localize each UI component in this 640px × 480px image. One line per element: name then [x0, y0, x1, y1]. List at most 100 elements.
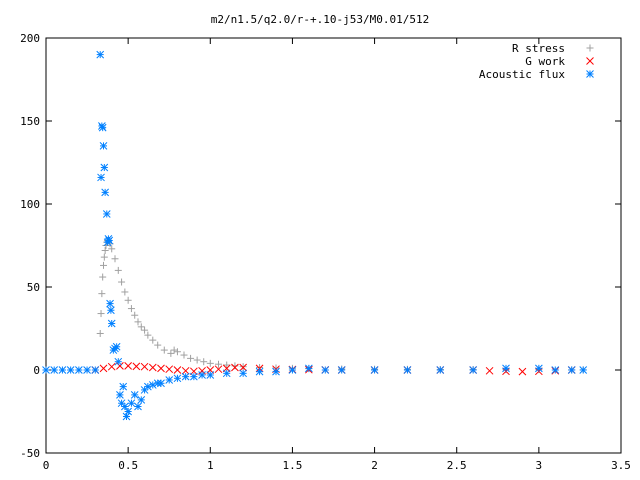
data-point [107, 306, 115, 315]
data-point [187, 354, 195, 362]
data-point [154, 341, 162, 349]
series-acoustic-flux [42, 50, 588, 421]
data-point [102, 210, 111, 218]
data-point [116, 391, 124, 399]
data-point [101, 188, 109, 197]
data-point [403, 366, 412, 374]
data-point [170, 346, 178, 354]
data-point [148, 381, 157, 389]
legend-marker-symbol [586, 44, 594, 52]
data-point [83, 366, 91, 374]
legend: R stress G work Acoustic flux [479, 42, 594, 81]
data-point [121, 402, 129, 411]
data-point [114, 357, 123, 366]
data-point [112, 342, 121, 351]
data-point [518, 367, 527, 376]
axes [45, 37, 622, 454]
data-point [134, 402, 142, 411]
data-point [288, 366, 297, 374]
legend-marker-g-work [586, 57, 594, 65]
data-point [239, 363, 247, 371]
data-point [255, 367, 264, 376]
data-point [157, 364, 165, 373]
x-tick-label: 3 [536, 459, 543, 472]
data-point [485, 366, 494, 375]
data-point [215, 360, 222, 368]
data-point [567, 366, 576, 374]
data-point [99, 273, 107, 281]
data-point [436, 366, 445, 374]
y-tick-label: 100 [20, 198, 40, 211]
data-point [96, 50, 105, 59]
data-point [239, 369, 247, 378]
data-marks [42, 50, 588, 421]
data-point [131, 311, 139, 319]
y-tick-label: 0 [33, 364, 40, 377]
data-point [206, 359, 214, 367]
data-point [75, 366, 83, 374]
series-r-stress [96, 237, 587, 374]
legend-marker-acoustic-flux [586, 70, 594, 78]
data-point [173, 366, 182, 374]
data-point [337, 366, 346, 374]
x-tick-label: 2.5 [447, 459, 467, 472]
x-tick-label: 0 [43, 459, 50, 472]
data-point [107, 319, 116, 328]
data-point [66, 366, 75, 374]
data-point [206, 371, 215, 379]
data-point [149, 336, 157, 344]
legend-marker-symbol [586, 70, 594, 78]
data-point [173, 374, 182, 383]
data-point [239, 363, 247, 372]
x-tick-label: 0.5 [118, 459, 138, 472]
data-point [119, 382, 128, 391]
data-point [222, 369, 231, 378]
y-tick-label: -50 [20, 447, 40, 460]
x-tick-label: 1 [207, 459, 214, 472]
data-point [42, 366, 50, 374]
data-point [101, 246, 109, 254]
data-point [180, 351, 188, 359]
data-point [58, 366, 67, 374]
data-point [96, 329, 104, 337]
data-point [231, 363, 239, 372]
data-point [469, 366, 477, 374]
legend-label-acoustic-flux: Acoustic flux [479, 68, 565, 81]
data-point [91, 366, 100, 374]
y-tick-label: 200 [20, 32, 40, 45]
x-tick-label: 1.5 [282, 459, 302, 472]
data-point [579, 366, 588, 374]
x-tick-label: 2 [371, 459, 378, 472]
data-point [193, 356, 201, 364]
data-point [127, 305, 135, 313]
data-point [305, 364, 313, 373]
data-point [98, 290, 106, 298]
data-point [140, 362, 149, 371]
data-point [100, 253, 108, 261]
data-point [130, 391, 139, 399]
data-point [111, 255, 119, 263]
data-point [137, 323, 145, 331]
x-tick-label: 3.5 [611, 459, 631, 472]
data-point [181, 372, 190, 381]
legend-label-r-stress: R stress [512, 42, 565, 55]
data-point [127, 399, 136, 408]
data-point [321, 366, 330, 374]
data-point [107, 362, 116, 371]
y-tick-label: 150 [20, 115, 40, 128]
chart-title: m2/n1.5/q2.0/r-+.10-j53/M0.01/512 [211, 13, 430, 26]
data-point [160, 346, 168, 354]
data-point [124, 296, 132, 304]
legend-marker-r-stress [586, 44, 594, 52]
data-point [231, 362, 239, 370]
data-point [535, 364, 543, 373]
data-point [106, 299, 114, 308]
data-point [99, 142, 108, 150]
data-point [223, 361, 231, 369]
data-point [190, 372, 198, 381]
data-point [165, 365, 174, 374]
data-point [144, 382, 152, 391]
data-point [97, 310, 105, 318]
data-point [118, 278, 126, 286]
